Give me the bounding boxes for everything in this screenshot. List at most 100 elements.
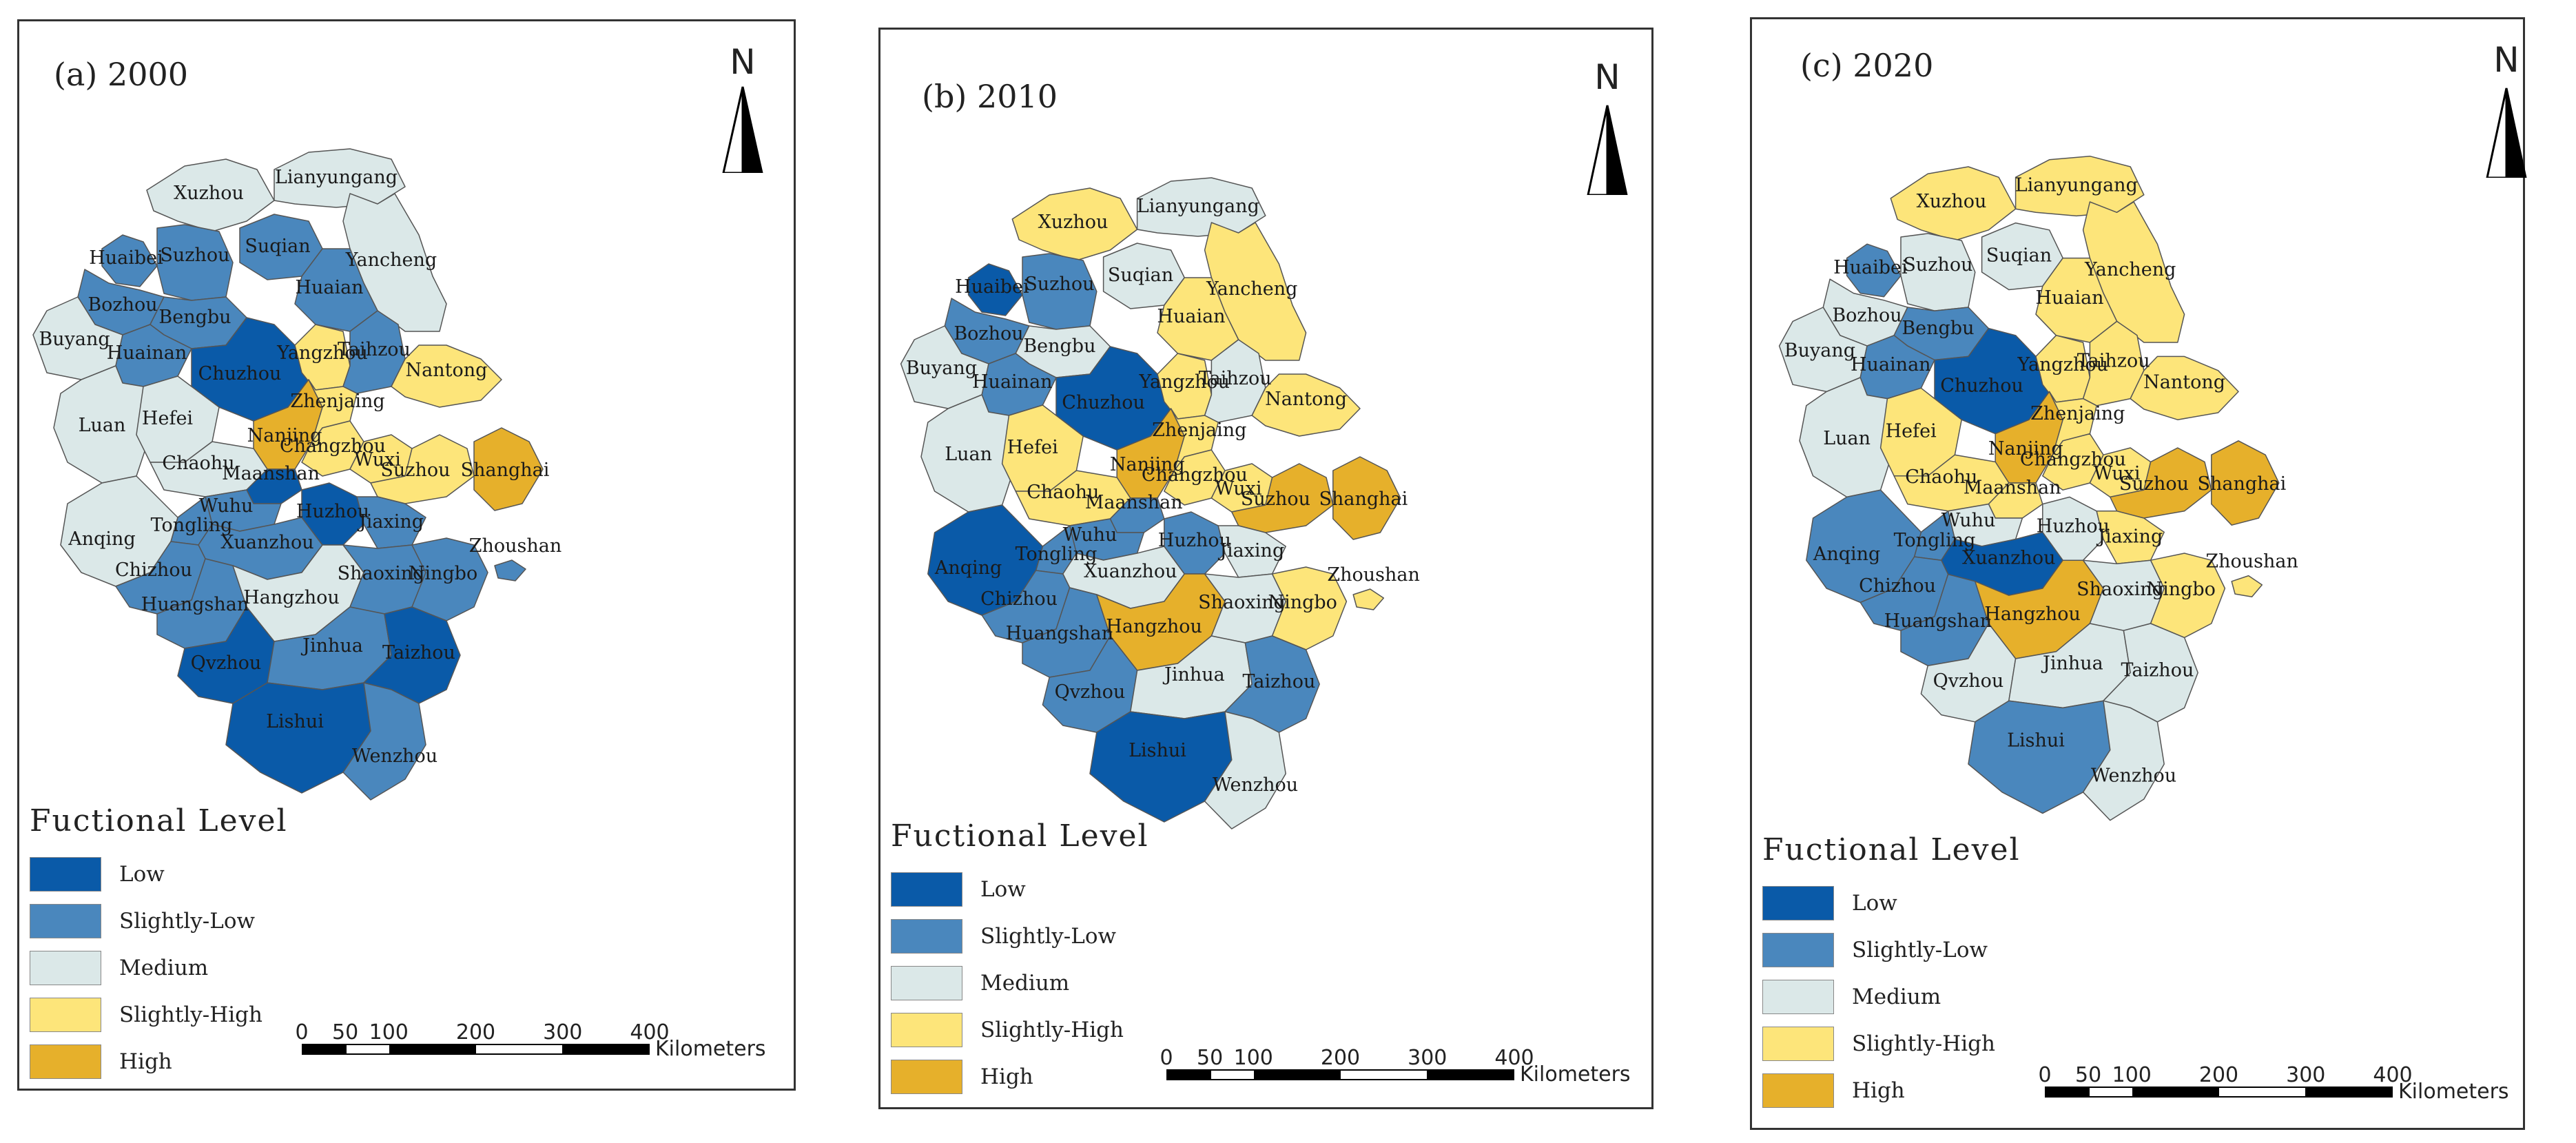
legend-items: Low Slightly-Low Medium Slightly-High High — [891, 866, 1149, 1100]
scale-segment — [2218, 1088, 2305, 1096]
north-arrow: N — [2479, 40, 2534, 178]
city-region-xuzhou — [1011, 187, 1138, 261]
city-label-huaibei: Huaibei — [955, 276, 1029, 298]
scale-bar: 0 50 100 200 300 400 Kilometers — [295, 1020, 765, 1061]
north-arrow-icon — [722, 86, 763, 173]
legend-item-medium: Medium — [30, 945, 288, 991]
city-region-changzhou — [2042, 433, 2104, 491]
legend-item-low: Low — [1762, 880, 2021, 927]
city-label-nanjing: Nanjing — [1988, 438, 2063, 460]
scale-tick-label: 200 — [455, 1020, 496, 1044]
city-region-changzhou — [1164, 449, 1226, 506]
legend-label: Slightly-High — [119, 1002, 262, 1027]
city-label-chuzhou: Chuzhou — [198, 363, 282, 384]
city-label-maanshan: Maanshan — [1085, 492, 1183, 513]
legend-swatch — [1762, 1073, 1834, 1108]
city-label-taizhou-zj: Taizhou — [2121, 660, 2194, 681]
scale-tick-label: 200 — [2198, 1063, 2239, 1087]
city-label-wuxi: Wuxi — [354, 449, 401, 471]
city-label-huzhou: Huzhou — [2037, 515, 2110, 537]
city-label-huaian: Huaian — [1157, 306, 1225, 327]
city-label-chizhou: Chizhou — [115, 559, 192, 581]
legend-swatch — [30, 857, 101, 892]
legend-swatch — [30, 998, 101, 1032]
city-label-ningbo: Ningbo — [1268, 592, 1337, 613]
city-label-buyang: Buyang — [1784, 340, 1855, 361]
scale-tick-label: 100 — [1233, 1046, 1273, 1070]
legend-label: Medium — [980, 971, 1070, 996]
legend-item-low: Low — [30, 851, 288, 898]
city-label-zhenjiang: Zhenjaing — [290, 391, 384, 412]
scale-unit: Kilometers — [1520, 1062, 1631, 1087]
city-label-suzhou-js: Suzhou — [380, 460, 450, 481]
north-label: N — [2493, 40, 2520, 80]
city-label-huangshan: Huangshan — [1006, 623, 1113, 644]
city-label-buyang: Buyang — [39, 329, 110, 350]
city-region-wenzhou — [1204, 711, 1286, 830]
city-label-qvzhou: Qvzhou — [1055, 681, 1126, 703]
map-panel-2000: (a) 2000 Xuzhou Lianyungang Huaibei Suzhou S… — [17, 19, 796, 1091]
city-label-huaian: Huaian — [2035, 287, 2103, 309]
scale-bar-segments — [1166, 1069, 1514, 1080]
city-label-buyang: Buyang — [906, 358, 977, 379]
legend-label: Low — [980, 877, 1026, 902]
scale-segment — [2089, 1088, 2133, 1096]
legend-label: Slightly-Low — [119, 909, 256, 934]
city-label-huzhou: Huzhou — [1158, 530, 1231, 551]
city-label-suzhou-js: Suzhou — [1241, 488, 1310, 510]
city-label-huangshan: Huangshan — [141, 594, 249, 615]
city-label-yangzhou: Yangzhou — [1138, 371, 1230, 393]
legend-item-medium: Medium — [891, 960, 1149, 1007]
city-label-nanjing: Nanjing — [247, 425, 322, 446]
city-label-huaibei: Huaibei — [89, 247, 163, 269]
city-label-shaoxing: Shaoxing — [1198, 592, 1286, 613]
legend-item-slightly-high: Slightly-High — [891, 1007, 1149, 1053]
city-label-qvzhou: Qvzhou — [191, 652, 262, 674]
legend: Fuctional Level Low Slightly-Low Medium Sli… — [891, 818, 1149, 1100]
city-label-xuanzhou: Xuanzhou — [1084, 561, 1177, 582]
city-label-chaohu: Chaohu — [1027, 482, 1099, 503]
legend-title: Fuctional Level — [30, 803, 288, 838]
legend-label: Low — [119, 862, 165, 887]
city-label-bengbu: Bengbu — [1023, 336, 1095, 357]
city-label-huaibei: Huaibei — [1833, 257, 1908, 278]
legend-item-slightly-high: Slightly-High — [30, 991, 288, 1038]
city-label-chuzhou: Chuzhou — [1940, 375, 2023, 396]
map-panel-2010: (b) 2010 Xuzhou Lianyungang Huaibei Suzhou S… — [878, 28, 1653, 1109]
city-label-yancheng: Yancheng — [345, 249, 437, 271]
city-label-yancheng: Yancheng — [1206, 278, 1297, 300]
legend-swatch — [1762, 933, 1834, 967]
legend-swatch — [30, 904, 101, 938]
legend-swatch — [891, 1060, 962, 1094]
city-region-shanghai — [2211, 440, 2280, 526]
north-arrow: N — [715, 42, 770, 173]
city-label-hangzhou: Hangzhou — [1106, 616, 1202, 637]
scale-bar: 0 50 100 200 300 400 Kilometers — [1160, 1046, 1630, 1087]
scale-ticks: 0 50 100 200 300 400 — [1160, 1046, 1534, 1070]
city-label-anqing: Anqing — [68, 528, 135, 550]
scale-ticks: 0 50 100 200 300 400 — [2038, 1063, 2412, 1087]
city-label-suzhou-ah: Suzhou — [1024, 274, 1094, 295]
city-label-lishui: Lishui — [266, 711, 324, 732]
scale-tick-label: 200 — [1320, 1046, 1361, 1070]
legend: Fuctional Level Low Slightly-Low Medium Sli… — [30, 803, 288, 1085]
legend-label: High — [980, 1064, 1033, 1089]
city-label-tongling: Tongling — [1894, 530, 1976, 551]
city-label-bozhou: Bozhou — [954, 323, 1023, 344]
city-label-jinhua: Jinhua — [300, 635, 363, 657]
city-region-huaibei — [967, 263, 1023, 316]
city-region-nantong — [2130, 356, 2239, 420]
legend-swatch — [1762, 1027, 1834, 1061]
city-region-zhoushan — [2231, 575, 2263, 597]
legend-label: Slightly-High — [1852, 1031, 1995, 1056]
city-label-tongling: Tongling — [1016, 544, 1098, 565]
city-region-taizhou-zj — [1224, 635, 1320, 733]
scale-segment — [389, 1045, 476, 1053]
city-region-nantong — [1251, 373, 1361, 437]
scale-segment — [1210, 1071, 1255, 1079]
city-label-shaoxing: Shaoxing — [2077, 579, 2164, 600]
city-region-huaibei — [101, 234, 158, 287]
city-label-hangzhou: Hangzhou — [243, 587, 340, 608]
legend-swatch — [891, 1013, 962, 1047]
legend-item-high: High — [30, 1038, 288, 1085]
